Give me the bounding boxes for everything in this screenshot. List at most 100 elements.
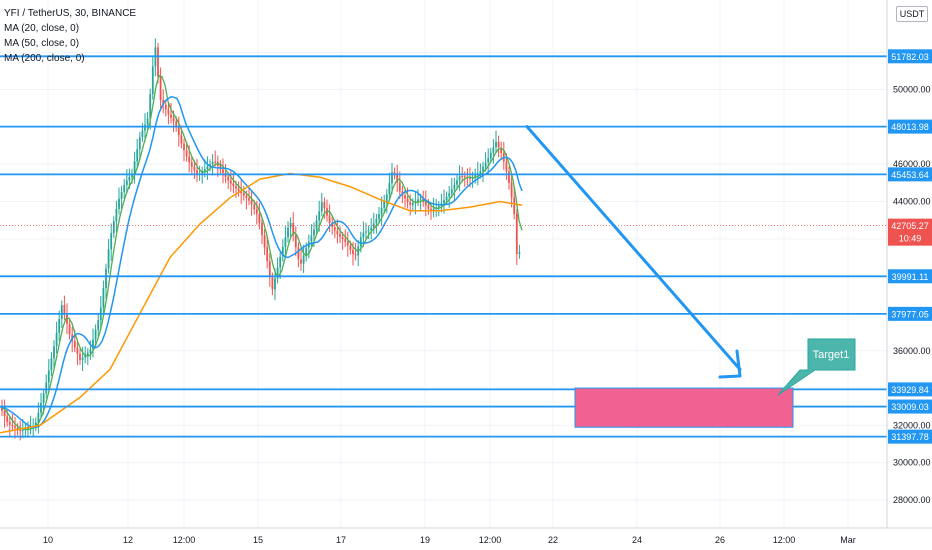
time-tick-label: 12 [123, 535, 133, 545]
candle-body [469, 178, 471, 180]
candle-body [258, 214, 261, 223]
ma200-legend[interactable]: MA (200, close, 0) [4, 53, 85, 64]
candle-body [313, 229, 315, 236]
candle-body [305, 247, 308, 256]
candle-body [21, 429, 24, 431]
candle-body [6, 416, 9, 422]
candle-body [339, 234, 341, 237]
candle-body [406, 198, 409, 203]
candle-body [294, 235, 297, 248]
time-tick-label: Mar [840, 535, 856, 545]
forecast-arrow-head [718, 349, 742, 379]
candle-body [183, 143, 185, 151]
candle-body [320, 202, 323, 212]
candle-body [112, 221, 115, 234]
candle-body [227, 176, 230, 181]
candle-body [385, 194, 388, 202]
candle-body [242, 193, 245, 196]
candle-body [120, 191, 123, 199]
candle-body [484, 162, 487, 167]
candle-body [105, 268, 107, 289]
time-tick-label: 10 [43, 535, 53, 545]
candle-body [125, 180, 128, 185]
level-price-tag [888, 269, 932, 284]
candle-body [365, 231, 367, 233]
time-tick-label: 12:00 [479, 535, 502, 545]
candle-body [185, 150, 188, 157]
level-price-tag [888, 306, 932, 321]
candle-body [27, 427, 29, 429]
ma50-legend[interactable]: MA (50, close, 0) [4, 38, 80, 49]
candle-body [151, 66, 154, 95]
target-label: Target1 [813, 349, 850, 361]
candle-body [344, 239, 347, 242]
level-price-tag [888, 429, 932, 444]
candle-body [279, 256, 282, 268]
horizontal-levels: 51782.03 48013.98 45453.64 39991.11 37977.05… [0, 49, 932, 444]
candle-body [190, 162, 193, 167]
candle-body [84, 355, 87, 358]
candle-body [55, 332, 58, 347]
candle-body [206, 166, 209, 170]
candle-body [37, 412, 40, 423]
candle-body [63, 305, 66, 314]
candle-body [417, 199, 419, 202]
candle-body [229, 180, 232, 184]
candle-body [391, 172, 393, 184]
candle-body [289, 222, 292, 228]
symbol-title[interactable]: YFI / TetherUS, 30, BINANCE [4, 8, 137, 19]
candle-body [53, 346, 55, 359]
candle-body [14, 426, 16, 428]
currency-button[interactable]: USDT [896, 6, 928, 22]
candle-body [1, 406, 3, 411]
level-price-tag [888, 167, 932, 182]
candle-body [331, 222, 334, 227]
candle-body [240, 190, 243, 194]
candle-body [479, 170, 482, 174]
level-price-tag [888, 399, 932, 414]
candle-body [427, 205, 430, 209]
candle-body [133, 161, 136, 174]
target-zone [574, 387, 794, 428]
candle-body [110, 233, 113, 250]
candle-body [58, 319, 61, 333]
time-tick-label: 12:00 [773, 535, 796, 545]
candle-body [97, 320, 100, 330]
candle-body [380, 208, 383, 215]
candle-body [123, 184, 126, 192]
ma20-legend[interactable]: MA (20, close, 0) [4, 23, 80, 34]
price-axis: 50000.00 46000.00 44000.00 36000.00 32000.00… [886, 0, 931, 528]
time-tick-label: 24 [632, 535, 642, 545]
candle-body [458, 176, 461, 181]
candle-body [492, 147, 495, 153]
time-tick-label: 15 [253, 535, 263, 545]
ma20-line [0, 74, 523, 431]
candle-body [419, 198, 422, 200]
candle-body [297, 247, 300, 260]
candle-body [367, 230, 370, 232]
candle-body [34, 422, 37, 427]
price-tick-label: 32000.00 [893, 420, 931, 430]
candle-body [271, 277, 274, 290]
candle-body [409, 202, 412, 206]
candle-body [513, 197, 516, 214]
candle-body [383, 201, 386, 209]
candle-body [437, 205, 440, 208]
price-tick-label: 50000.00 [893, 85, 931, 95]
candle-body [188, 156, 191, 163]
candle-body [274, 278, 276, 290]
candle-body [162, 100, 165, 105]
candle-body [333, 226, 336, 231]
candle-body [450, 189, 453, 194]
candle-body [461, 176, 464, 178]
level-price-tag [888, 49, 932, 64]
candle-body [456, 180, 458, 185]
level-price-label: 33929.84 [891, 385, 929, 395]
candle-body [128, 176, 131, 181]
candle-body [474, 175, 477, 178]
candle-body [362, 232, 365, 238]
candle-body [495, 141, 497, 148]
level-price-label: 51782.03 [891, 52, 929, 62]
candle-body [432, 208, 435, 211]
